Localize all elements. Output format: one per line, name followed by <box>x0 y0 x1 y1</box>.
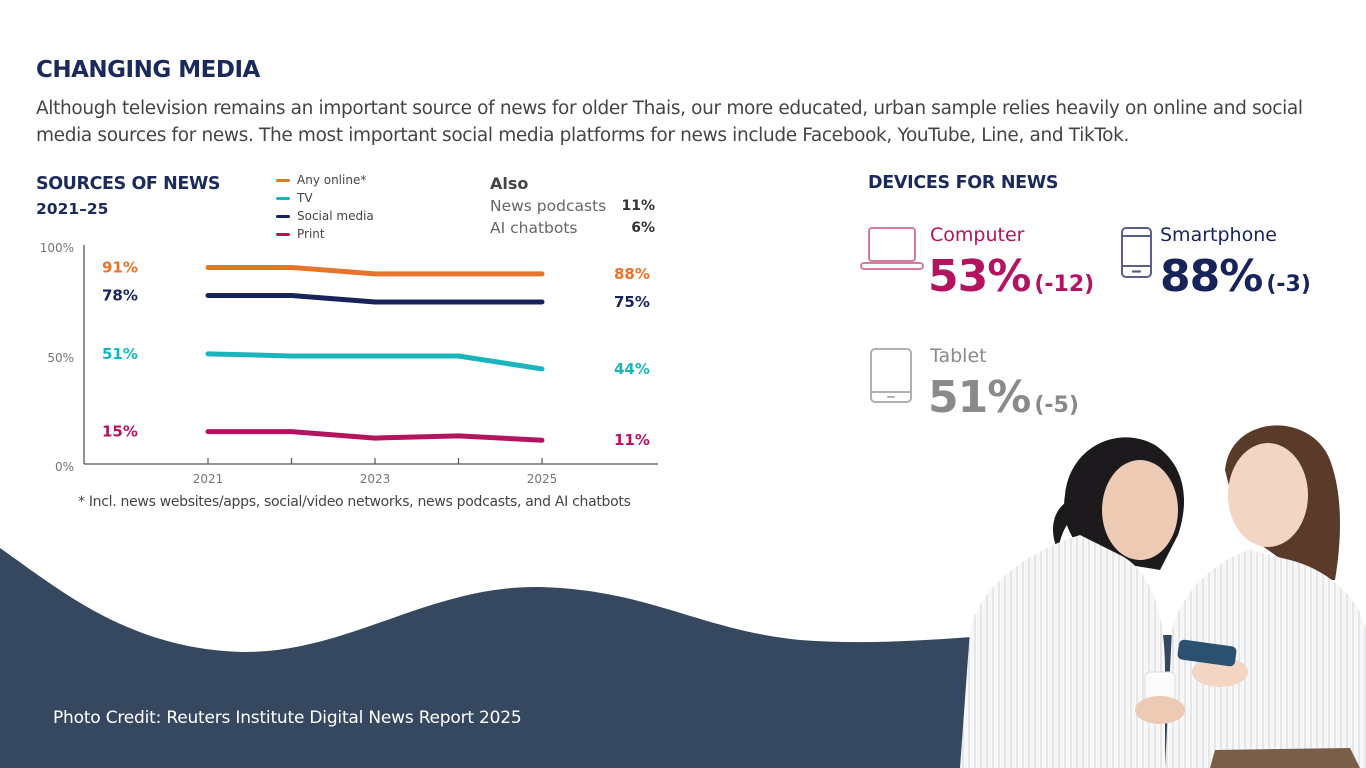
end-value-label-print: 11% <box>614 431 650 449</box>
chart-subtitle: 2021–25 <box>36 200 109 218</box>
also-label: News podcasts <box>490 197 607 215</box>
devices-title: DEVICES FOR NEWS <box>868 173 1059 193</box>
person-left-ponytail <box>1053 500 1078 550</box>
x-tick-label: 2021 <box>193 472 224 486</box>
legend-item-print: Print <box>276 225 374 243</box>
device-label: Smartphone <box>1160 224 1277 246</box>
y-tick-label: 50% <box>47 351 74 365</box>
also-panel: Also News podcasts 11% AI chatbots 6% <box>490 173 655 239</box>
legend-item-social-media: Social media <box>276 207 374 225</box>
end-value-label-tv: 44% <box>614 360 650 378</box>
legend-label: Print <box>297 227 325 241</box>
wave-shape <box>0 548 1000 768</box>
series-line-print <box>205 429 545 443</box>
legend-swatch <box>276 178 290 182</box>
device-change: (-12) <box>1034 272 1095 297</box>
device-percent: 88% <box>1160 251 1263 302</box>
hand <box>1192 657 1248 687</box>
person-right-pants <box>1210 748 1360 768</box>
legend-swatch <box>276 232 290 236</box>
intro-paragraph: Although television remains an important… <box>36 98 1303 146</box>
start-value-label-print: 15% <box>102 423 138 441</box>
y-tick-label: 0% <box>55 460 74 474</box>
sources-line-chart: 100% 50% 0% 2021 2023 2025 91% 88% 78% 75% 51%… <box>40 241 658 486</box>
series-line-any-online <box>205 264 545 277</box>
legend-item-any-online: Any online* <box>276 171 374 189</box>
legend-swatch <box>276 196 290 200</box>
start-value-label-tv: 51% <box>102 345 138 363</box>
device-value: 51% (-5) <box>928 373 1079 431</box>
end-value-label-any-online: 88% <box>614 265 650 283</box>
start-value-label-social-media: 78% <box>102 287 138 305</box>
series-line-tv <box>205 351 545 372</box>
device-value: 53% (-12) <box>928 252 1094 310</box>
device-percent: 53% <box>928 251 1031 302</box>
person-left-body <box>960 535 1165 768</box>
laptop-icon <box>860 227 924 270</box>
photo-credit: Photo Credit: Reuters Institute Digital … <box>53 708 522 728</box>
chart-legend: Any online* TV Social media Print <box>276 171 374 243</box>
device-change: (-5) <box>1034 393 1079 418</box>
start-value-label-any-online: 91% <box>102 258 138 276</box>
person-right-face <box>1228 443 1308 547</box>
also-row-ai-chatbots: AI chatbots 6% <box>490 217 655 239</box>
device-change: (-3) <box>1266 272 1311 297</box>
device-percent: 51% <box>928 372 1031 423</box>
also-value: 6% <box>631 220 655 236</box>
legend-label: TV <box>297 191 313 205</box>
legend-label: Any online* <box>297 173 367 187</box>
photo-two-women-with-phone <box>960 425 1366 768</box>
page-title: CHANGING MEDIA <box>36 57 260 83</box>
smartphone-icon <box>1121 227 1152 278</box>
hand <box>1135 696 1185 724</box>
y-tick-label: 100% <box>40 241 74 255</box>
x-tick-label: 2023 <box>360 472 391 486</box>
device-label: Tablet <box>930 345 987 367</box>
also-row-news-podcasts: News podcasts 11% <box>490 195 655 217</box>
device-label: Computer <box>930 224 1025 246</box>
legend-item-tv: TV <box>276 189 374 207</box>
smartphone <box>1177 639 1237 667</box>
also-title: Also <box>490 174 529 193</box>
tablet-icon <box>870 348 912 403</box>
person-left-face <box>1102 460 1178 560</box>
chart-footnote: * Incl. news websites/apps, social/video… <box>78 494 631 510</box>
end-value-label-social-media: 75% <box>614 293 650 311</box>
also-value: 11% <box>621 198 655 214</box>
x-tick-label: 2025 <box>527 472 558 486</box>
also-label: AI chatbots <box>490 219 578 237</box>
device-value: 88% (-3) <box>1160 252 1311 310</box>
legend-swatch <box>276 214 290 218</box>
series-line-social-media <box>205 293 545 305</box>
legend-label: Social media <box>297 209 374 223</box>
chart-title: SOURCES OF NEWS <box>36 174 221 194</box>
person-right-body <box>1165 550 1366 768</box>
